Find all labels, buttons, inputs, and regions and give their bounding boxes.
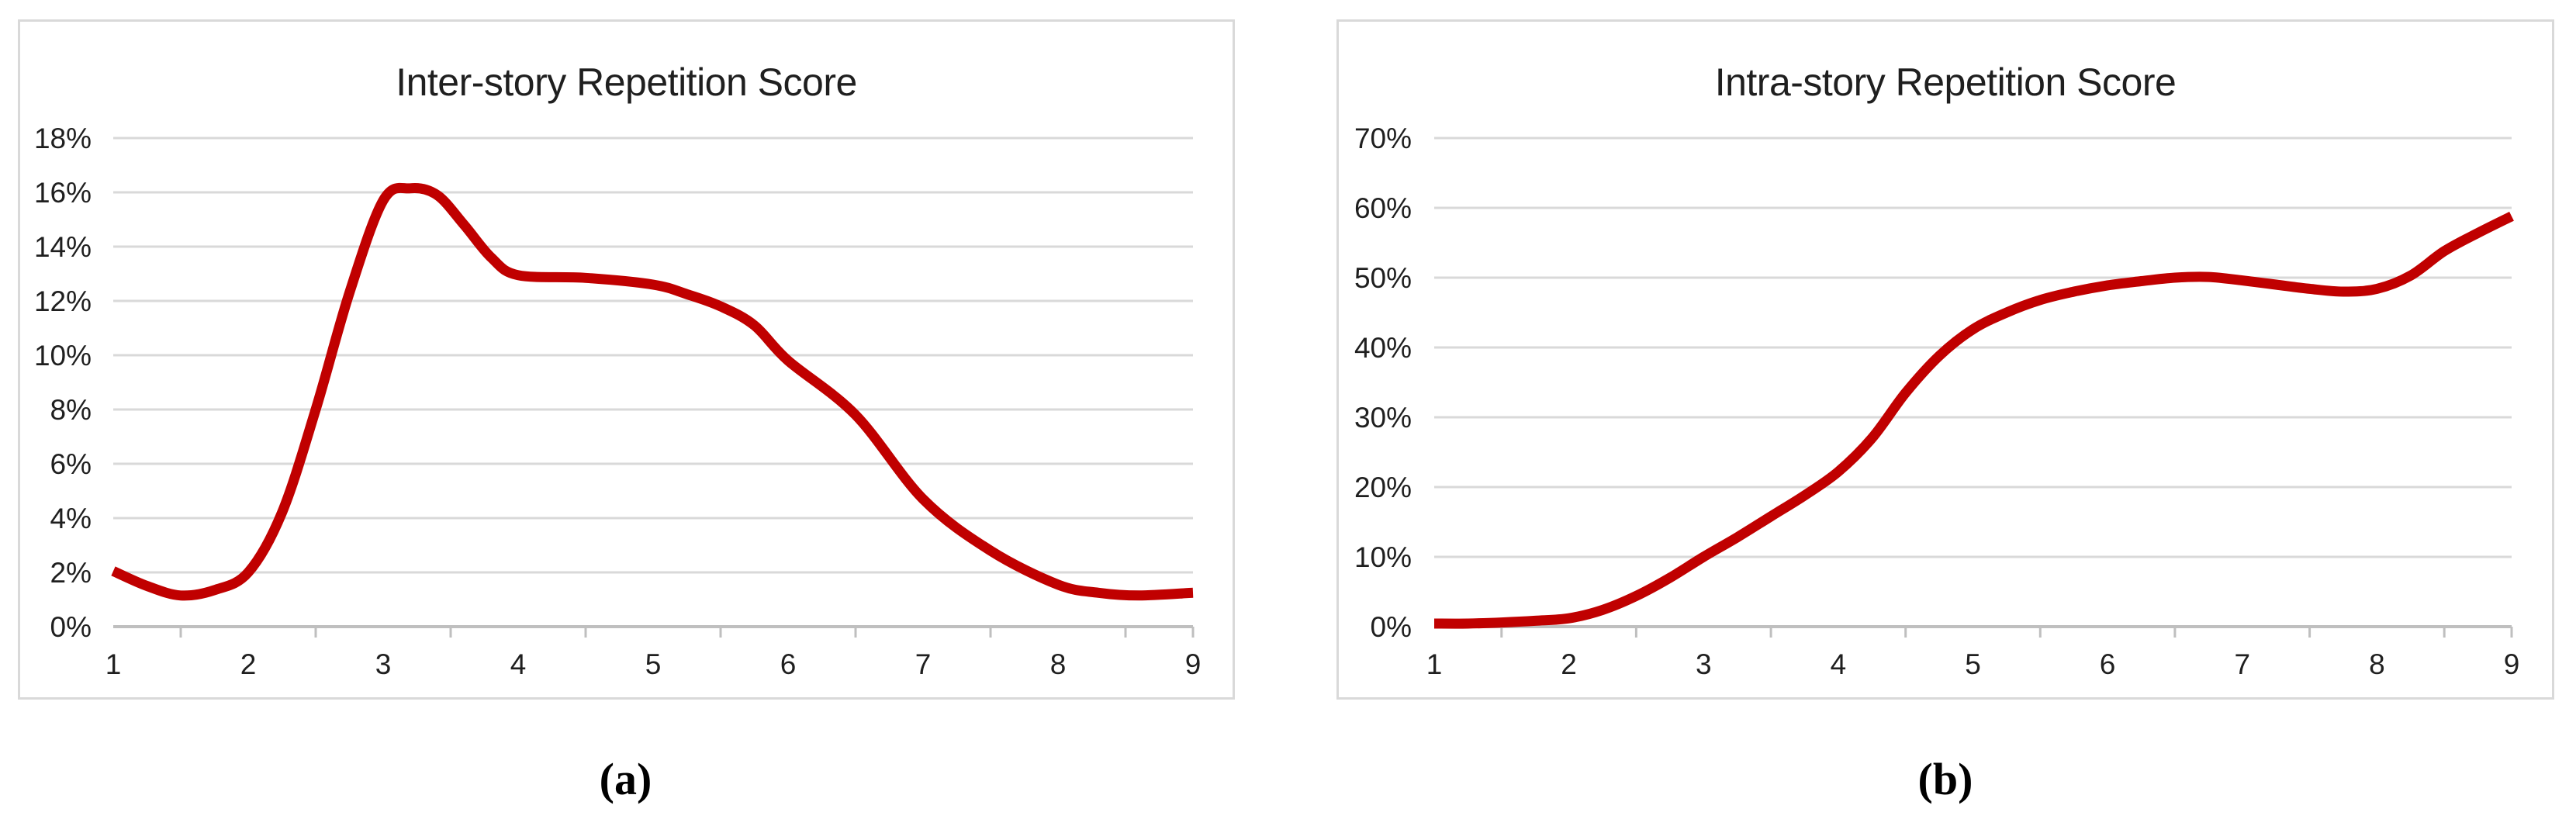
- y-axis-label-10%: 10%: [34, 340, 92, 372]
- x-axis-label-7: 7: [2235, 648, 2251, 680]
- x-axis-label-6: 6: [780, 648, 797, 680]
- chart-title-b: Intra-story Repetition Score: [1714, 60, 2177, 104]
- x-axis-label-3: 3: [1696, 648, 1712, 680]
- y-axis-label-30%: 30%: [1354, 402, 1412, 434]
- y-axis-label-12%: 12%: [34, 285, 92, 317]
- y-axis-label-20%: 20%: [1354, 472, 1412, 503]
- x-axis-label-7: 7: [915, 648, 932, 680]
- x-axis-label-5: 5: [645, 648, 662, 680]
- x-axis-label-5: 5: [1965, 648, 1981, 680]
- x-axis-label-2: 2: [1561, 648, 1577, 680]
- y-axis-label-60%: 60%: [1354, 192, 1412, 224]
- y-axis-label-70%: 70%: [1354, 123, 1412, 154]
- y-axis-label-40%: 40%: [1354, 332, 1412, 364]
- y-axis-label-2%: 2%: [50, 557, 92, 589]
- chart-title-a: Inter-story Repetition Score: [396, 60, 857, 104]
- y-axis-label-4%: 4%: [50, 503, 92, 534]
- y-axis-label-8%: 8%: [50, 394, 92, 426]
- x-axis-label-9: 9: [1185, 648, 1202, 680]
- x-axis-label-1: 1: [105, 648, 122, 680]
- x-axis-label-1: 1: [1426, 648, 1443, 680]
- x-axis-label-6: 6: [2100, 648, 2116, 680]
- chart-plot-b: 70% 60% 50% 40% 30% 20% 10% 0% 1 2 3 4 5 6 7 8 9: [1354, 123, 2520, 680]
- x-axis-label-9: 9: [2504, 648, 2520, 680]
- chart-plot-a: 18% 16% 14% 12% 10% 8% 6% 4% 2% 0% 1 2 3 4 5 6 7 8 9: [34, 123, 1202, 680]
- series-line: [111, 182, 1194, 601]
- caption-a: (a): [599, 754, 652, 804]
- x-axis-label-2: 2: [240, 648, 257, 680]
- x-axis-label-3: 3: [375, 648, 392, 680]
- y-axis-label-6%: 6%: [50, 448, 92, 480]
- y-axis-label-0%: 0%: [1371, 611, 1412, 643]
- x-axis-label-8: 8: [1050, 648, 1067, 680]
- chart-panel-b: Intra-story Repetition Score 70% 60% 50% 40…: [1336, 19, 2554, 700]
- y-axis-label-0%: 0%: [50, 611, 92, 643]
- y-axis-label-18%: 18%: [34, 123, 92, 154]
- x-axis-label-4: 4: [1831, 648, 1847, 680]
- y-axis-label-50%: 50%: [1354, 262, 1412, 294]
- caption-b: (b): [1917, 754, 1973, 804]
- chart-panel-a: Inter-story Repetition Score 18% 16% 14% 12…: [18, 19, 1235, 700]
- y-axis-label-16%: 16%: [34, 177, 92, 209]
- x-axis-label-4: 4: [510, 648, 527, 680]
- x-axis-label-8: 8: [2369, 648, 2385, 680]
- y-axis-label-10%: 10%: [1354, 541, 1412, 573]
- y-axis-label-14%: 14%: [34, 231, 92, 263]
- series-line: [1433, 211, 2514, 629]
